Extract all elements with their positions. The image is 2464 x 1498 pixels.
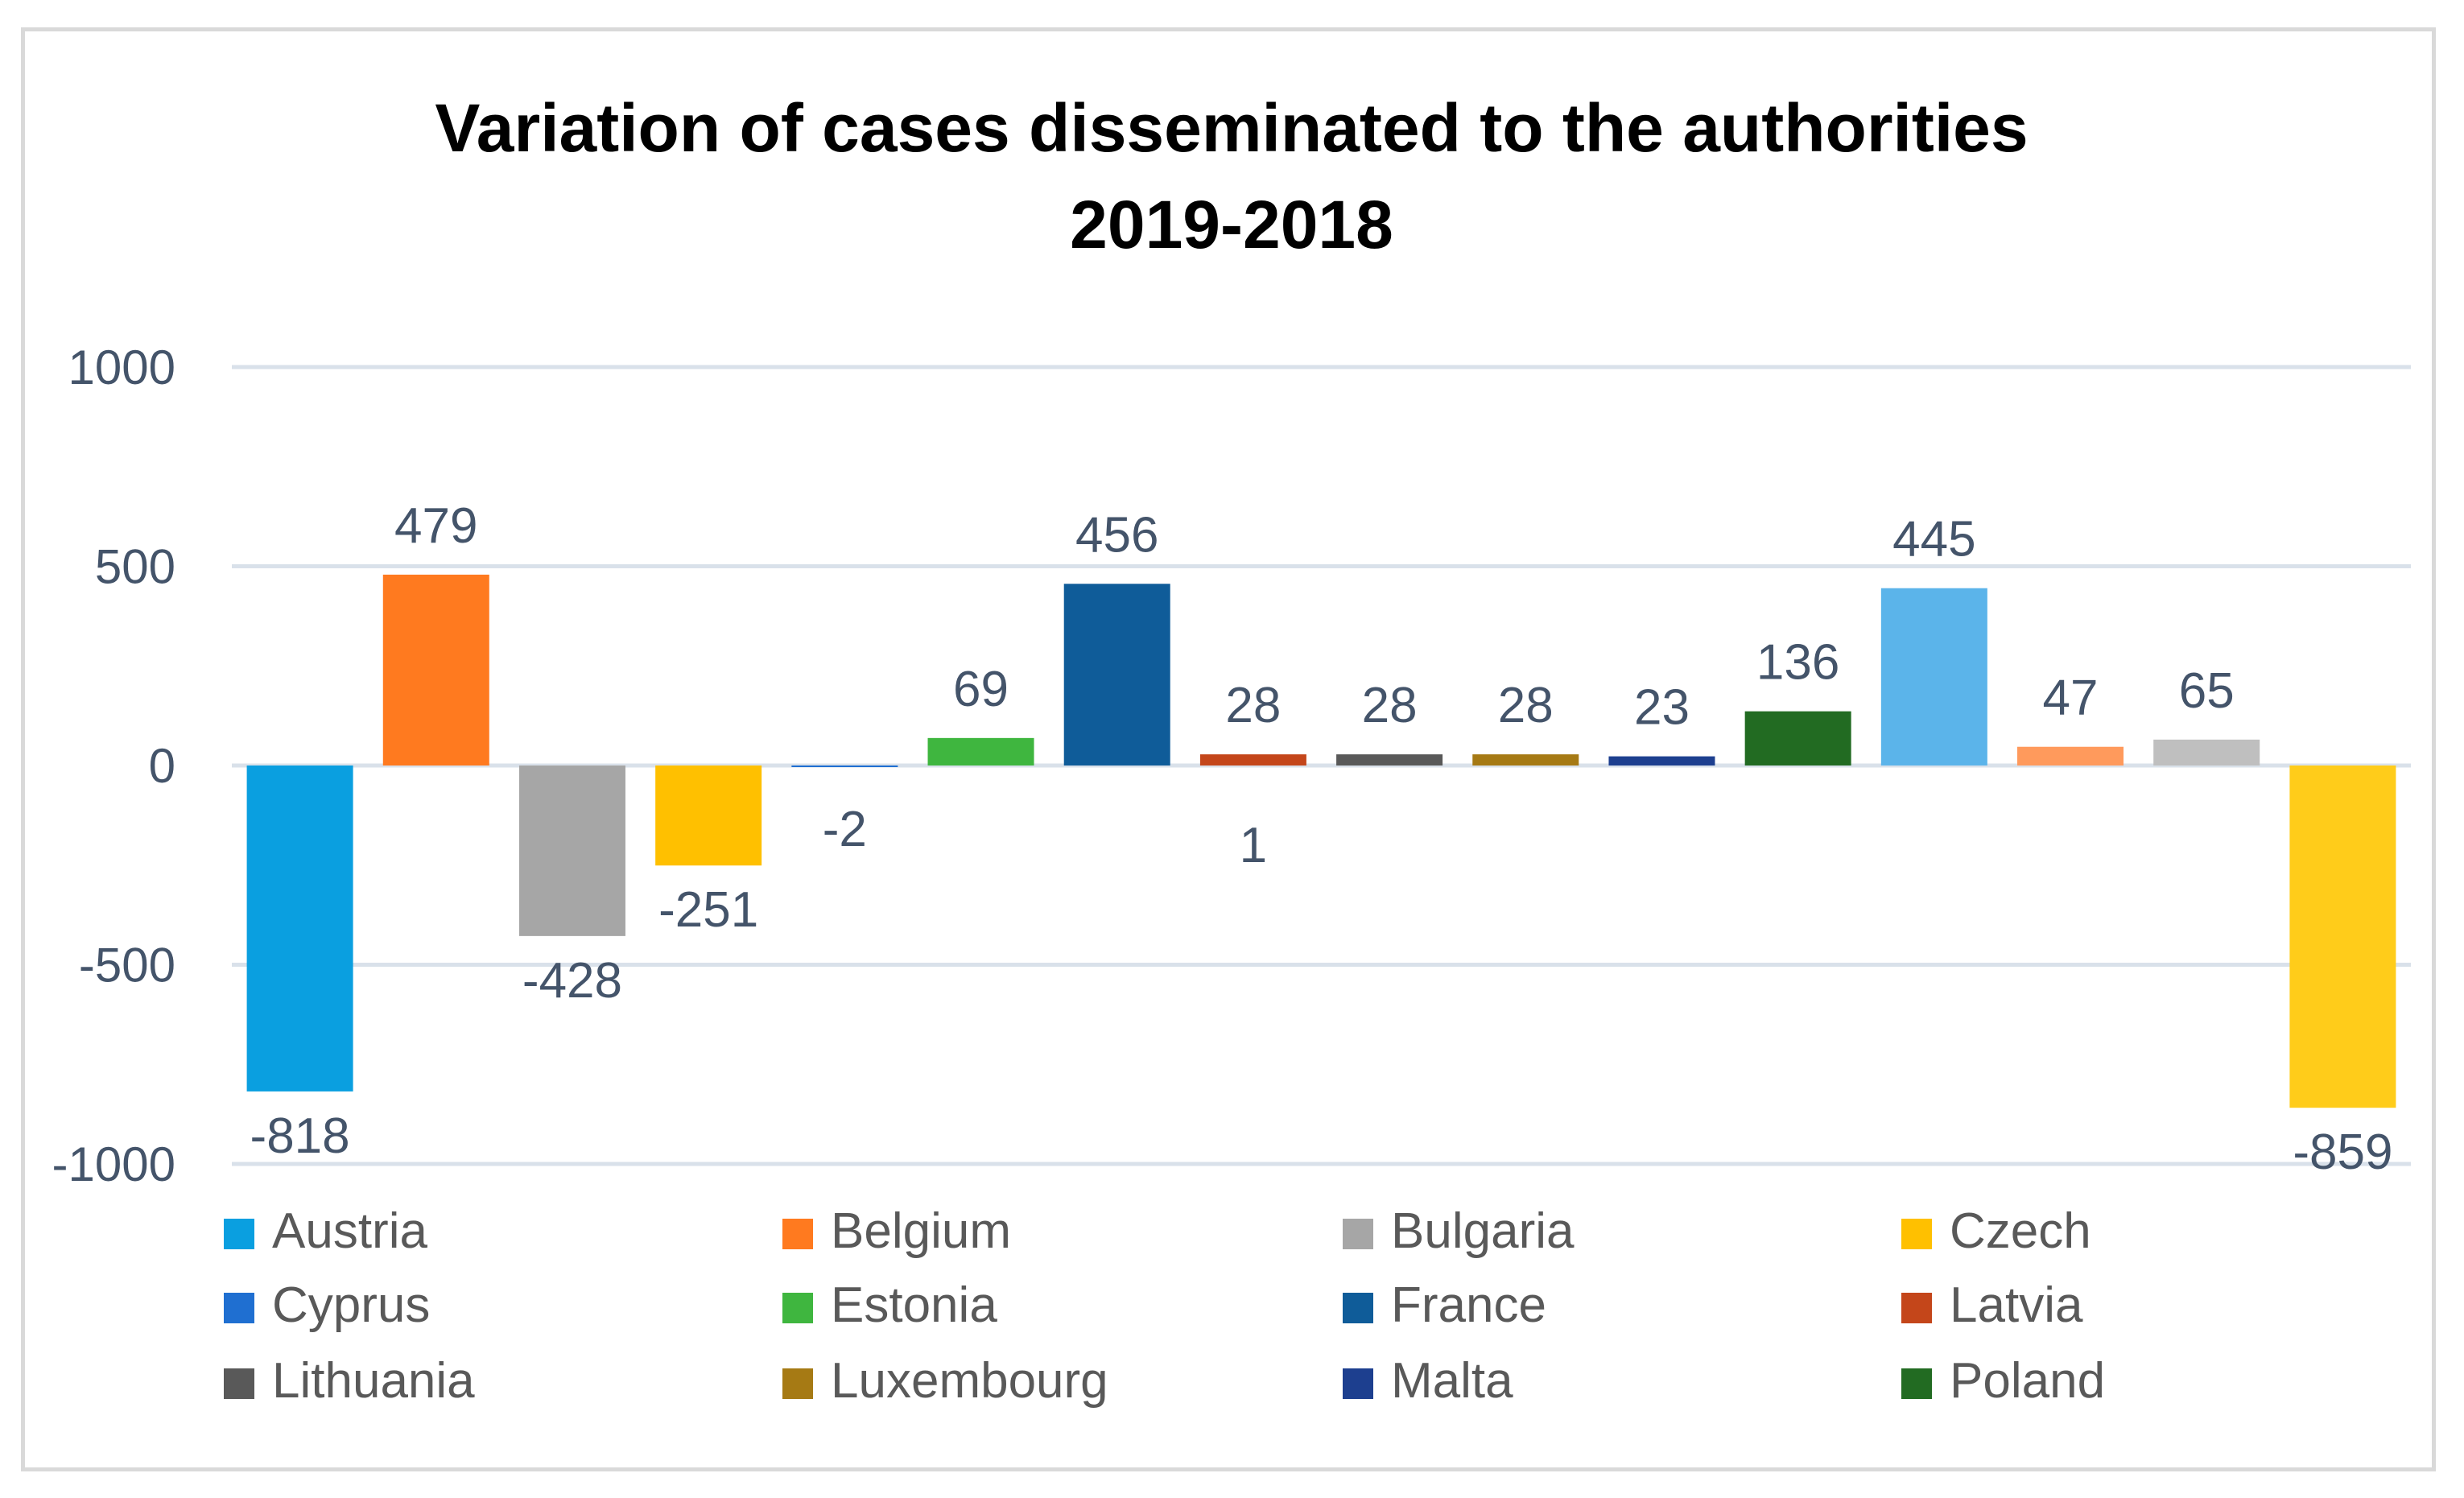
legend-item-poland: Poland <box>1901 1353 2105 1409</box>
bar-series-16 <box>2289 766 2396 1108</box>
data-label: 456 <box>1075 507 1158 563</box>
bar-cyprus <box>791 766 898 767</box>
legend-label: Malta <box>1391 1353 1513 1409</box>
bar-estonia <box>927 737 1034 766</box>
legend-item-belgium: Belgium <box>782 1203 1011 1259</box>
y-tick-label: -500 <box>79 939 175 992</box>
legend-swatch <box>1343 1368 1373 1399</box>
legend-item-cyprus: Cyprus <box>224 1277 430 1333</box>
legend-item-france: France <box>1343 1277 1546 1333</box>
legend-label: Bulgaria <box>1391 1203 1575 1259</box>
legend-label: France <box>1391 1277 1546 1333</box>
data-label: 47 <box>2043 671 2099 726</box>
data-label: 445 <box>1892 512 1975 567</box>
chart-title-line-2: 2019-2018 <box>1070 187 1393 262</box>
legend-swatch <box>224 1368 254 1399</box>
legend-label: Latvia <box>1950 1277 2083 1333</box>
bar-series-14 <box>2017 746 2124 766</box>
annotation-label: 1 <box>1240 818 1267 873</box>
legend-label: Luxembourg <box>831 1353 1108 1409</box>
data-label: 136 <box>1756 635 1839 691</box>
legend-label: Belgium <box>831 1203 1011 1259</box>
legend-item-austria: Austria <box>224 1203 427 1259</box>
data-label: -2 <box>823 802 867 857</box>
data-label: 28 <box>1498 678 1554 733</box>
bar-poland <box>1744 711 1851 766</box>
data-label: -859 <box>2293 1125 2392 1180</box>
data-labels: -818 479 -428 -251 -2 69 456 28 28 28 23 136 445 47 65… <box>250 498 2393 1180</box>
bar-malta <box>1608 756 1715 766</box>
legend-label: Austria <box>272 1203 427 1259</box>
data-label: 23 <box>1634 680 1690 736</box>
legend-swatch <box>1901 1293 1932 1323</box>
data-label: 479 <box>394 498 477 554</box>
bar-luxembourg <box>1472 754 1579 766</box>
legend-item-latvia: Latvia <box>1901 1277 2083 1333</box>
legend-label: Estonia <box>831 1277 997 1333</box>
legend-label: Lithuania <box>272 1353 475 1409</box>
y-axis: 1000 500 0 -500 -1000 <box>52 340 175 1191</box>
legend-swatch <box>1901 1219 1932 1249</box>
legend-swatch <box>1901 1368 1932 1399</box>
legend-swatch <box>224 1293 254 1323</box>
bar-latvia <box>1199 754 1306 766</box>
data-label: -428 <box>522 953 622 1009</box>
bar-france <box>1063 584 1170 766</box>
legend-swatch <box>782 1219 813 1249</box>
y-tick-label: 500 <box>95 540 175 594</box>
y-tick-label: -1000 <box>52 1137 175 1191</box>
bar-belgium <box>382 574 489 766</box>
y-tick-label: 0 <box>149 739 175 793</box>
y-tick-label: 1000 <box>68 340 175 394</box>
bar-bulgaria <box>518 766 625 936</box>
legend-item-luxembourg: Luxembourg <box>782 1353 1108 1409</box>
legend-swatch <box>782 1293 813 1323</box>
bar-lithuania <box>1336 754 1443 766</box>
data-label: -251 <box>658 882 758 938</box>
legend-swatch <box>224 1219 254 1249</box>
data-label: 28 <box>1225 678 1281 733</box>
legend: Austria Belgium Bulgaria Czech Cyprus Estonia… <box>224 1203 2105 1409</box>
chart-title-line-1: Variation of cases disseminated to the a… <box>435 90 2028 166</box>
legend-label: Cyprus <box>272 1277 430 1333</box>
bar-series-15 <box>2153 739 2260 766</box>
legend-label: Poland <box>1950 1353 2105 1409</box>
data-label: 28 <box>1362 678 1418 733</box>
legend-item-estonia: Estonia <box>782 1277 997 1333</box>
data-label: 65 <box>2179 663 2235 719</box>
legend-item-czech: Czech <box>1901 1203 2091 1259</box>
legend-swatch <box>782 1368 813 1399</box>
legend-item-malta: Malta <box>1343 1353 1513 1409</box>
legend-swatch <box>1343 1219 1373 1249</box>
bars <box>246 574 2396 1108</box>
legend-label: Czech <box>1950 1203 2091 1259</box>
data-label: 69 <box>953 662 1009 717</box>
data-label: -818 <box>250 1108 350 1164</box>
legend-swatch <box>1343 1293 1373 1323</box>
legend-item-bulgaria: Bulgaria <box>1343 1203 1575 1259</box>
bar-czech <box>655 766 762 866</box>
bar-austria <box>246 766 353 1092</box>
bar-series-13 <box>1880 588 1987 766</box>
legend-item-lithuania: Lithuania <box>224 1353 475 1409</box>
